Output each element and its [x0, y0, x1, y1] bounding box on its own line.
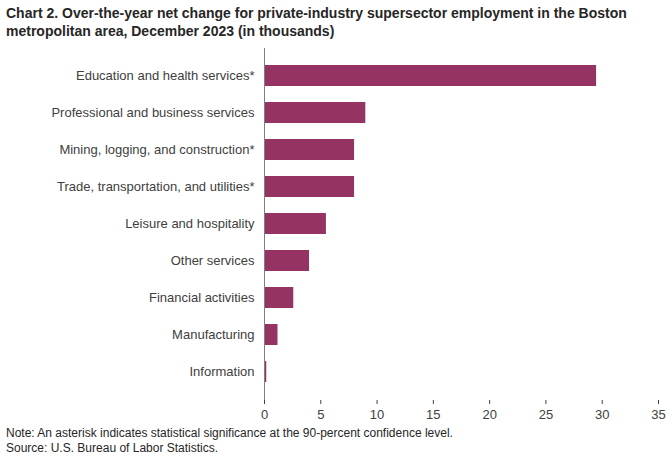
svg-text:5: 5 — [317, 407, 324, 422]
svg-text:Mining, logging, and construct: Mining, logging, and construction* — [59, 142, 254, 157]
svg-text:Professional and business serv: Professional and business services — [51, 105, 255, 120]
svg-text:Leisure and hospitality: Leisure and hospitality — [125, 216, 255, 231]
svg-text:25: 25 — [539, 407, 553, 422]
svg-text:30: 30 — [595, 407, 609, 422]
svg-text:35: 35 — [651, 407, 665, 422]
svg-text:Trade, transportation, and uti: Trade, transportation, and utilities* — [57, 179, 255, 194]
svg-text:15: 15 — [426, 407, 440, 422]
svg-text:0: 0 — [261, 407, 268, 422]
html-text:Chart 2. Over-the-year net cha: Chart 2. Over-the-year net change for pr… — [6, 5, 627, 39]
svg-text:Manufacturing: Manufacturing — [172, 327, 254, 342]
svg-text:Financial activities: Financial activities — [149, 290, 255, 305]
svg-text:10: 10 — [370, 407, 384, 422]
html-text:Note: An asterisk indicates st: Note: An asterisk indicates statistical … — [6, 426, 453, 440]
html-text:Source: U.S. Bureau of Labor S: Source: U.S. Bureau of Labor Statistics. — [6, 441, 219, 455]
svg-text:Education and health services*: Education and health services* — [76, 68, 255, 83]
svg-text:Information: Information — [189, 364, 254, 379]
svg-text:20: 20 — [482, 407, 496, 422]
svg-text:Other services: Other services — [171, 253, 255, 268]
